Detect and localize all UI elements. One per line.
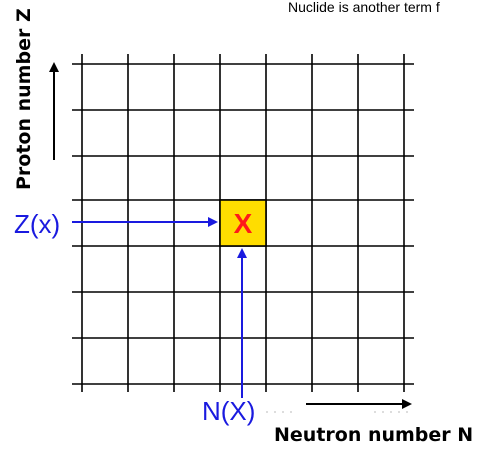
z-marker-label: Z(x) (14, 209, 60, 239)
x-axis-label: Neutron number N (274, 424, 473, 446)
caption-text: Nuclide is another term f (288, 0, 440, 15)
n-marker-label: N(X) (202, 396, 255, 426)
nuclide-cell-highlight (219, 199, 267, 247)
y-axis-label: Proton number Z (13, 8, 35, 190)
nuclide-cell-label: X (234, 208, 253, 239)
